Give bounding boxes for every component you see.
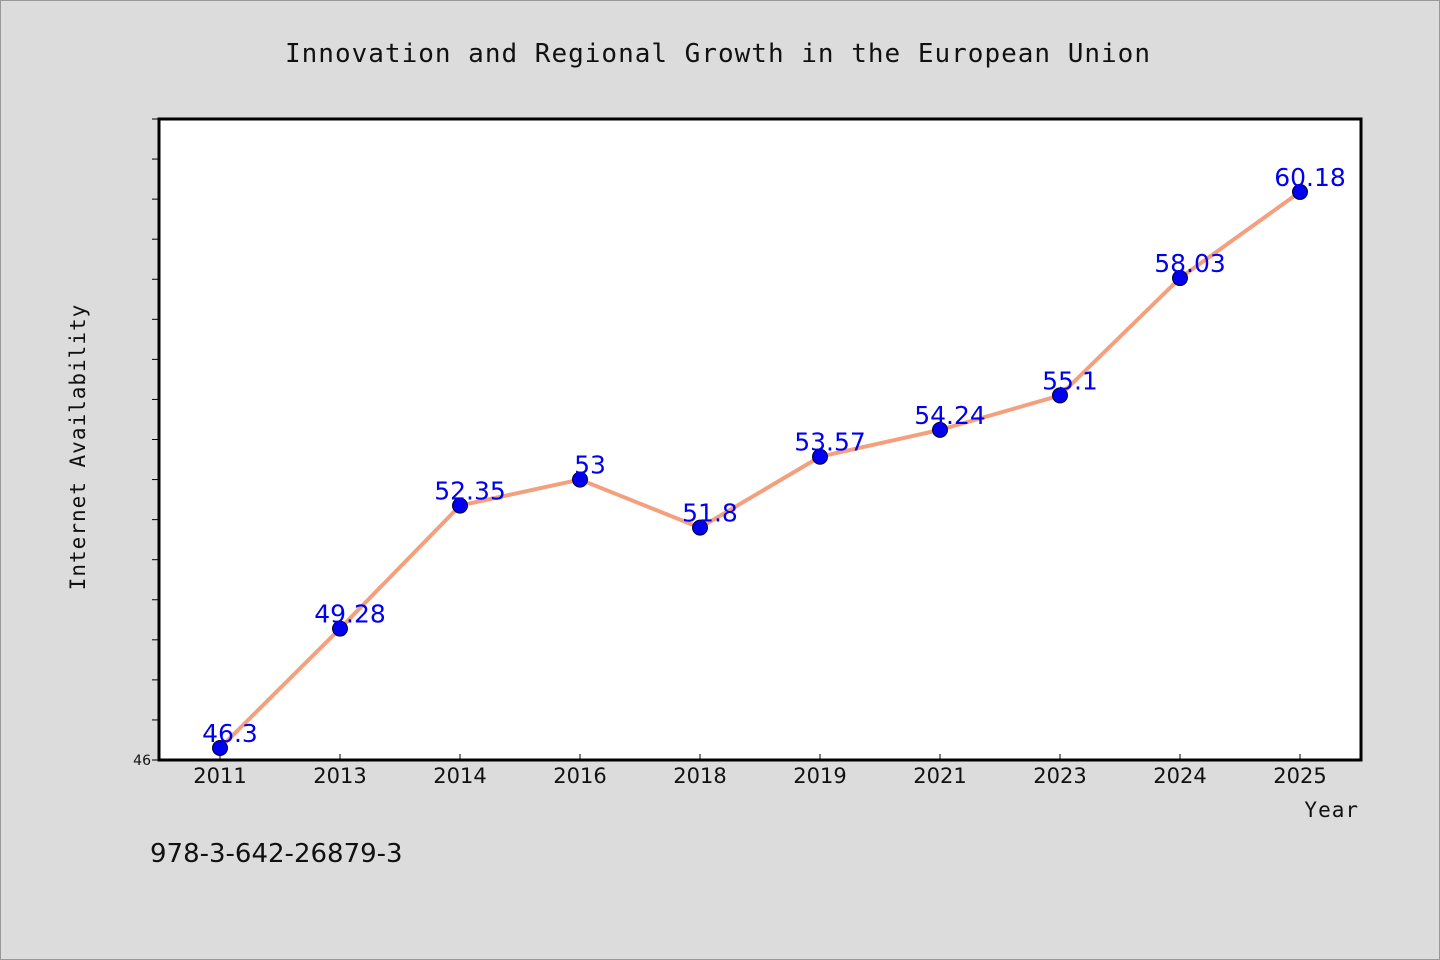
- data-label: 58.03: [1154, 249, 1226, 278]
- x-tick-label: 2024: [1153, 764, 1206, 788]
- data-label: 54.24: [914, 401, 986, 430]
- series-line: [218, 189, 1302, 750]
- x-tick-label: 2016: [553, 764, 606, 788]
- data-label: 51.8: [682, 499, 738, 528]
- chart-title: Innovation and Regional Growth in the Eu…: [285, 39, 1151, 69]
- x-tick-label: 2019: [793, 764, 846, 788]
- x-tick-label: 2025: [1273, 764, 1326, 788]
- data-point: [332, 620, 348, 637]
- data-point: [692, 519, 708, 536]
- y-axis-ticks: 46: [133, 118, 159, 769]
- data-label: 53.57: [794, 428, 866, 457]
- y-axis-label: Internet Availability: [66, 304, 90, 591]
- x-tick-label: 2018: [673, 764, 726, 788]
- data-point: [572, 471, 588, 488]
- x-tick-label: 2011: [193, 764, 246, 788]
- y-tick-label: 46: [133, 753, 151, 769]
- plot-area: [157, 117, 1363, 762]
- footer-code: 978-3-642-26879-3: [150, 839, 403, 869]
- data-point: [1172, 270, 1188, 287]
- data-label: 60.18: [1274, 163, 1346, 192]
- x-tick-label: 2013: [313, 764, 366, 788]
- data-point: [1292, 183, 1308, 200]
- data-label: 46.3: [202, 719, 258, 748]
- data-label: 52.35: [434, 477, 506, 506]
- data-label: 55.1: [1042, 366, 1098, 395]
- x-tick-label: 2023: [1033, 764, 1086, 788]
- data-point: [212, 739, 228, 756]
- x-tick-label: 2014: [433, 764, 486, 788]
- x-tick-label: 2021: [913, 764, 966, 788]
- data-point: [452, 497, 468, 514]
- data-point: [932, 421, 948, 438]
- data-label: 49.28: [314, 600, 386, 629]
- x-axis-label: Year: [1304, 798, 1359, 822]
- data-point: [1052, 387, 1068, 404]
- series-group: 46.3 49.28 52.35 53 51.8 53.57 54.24 55.1 58.03 6…: [202, 163, 1346, 756]
- data-point: [812, 448, 828, 465]
- data-label: 53: [574, 451, 606, 480]
- x-axis-ticks: 2011 2013 2014 2016 2018 2019 2021 2023 2024 2025: [193, 754, 1327, 788]
